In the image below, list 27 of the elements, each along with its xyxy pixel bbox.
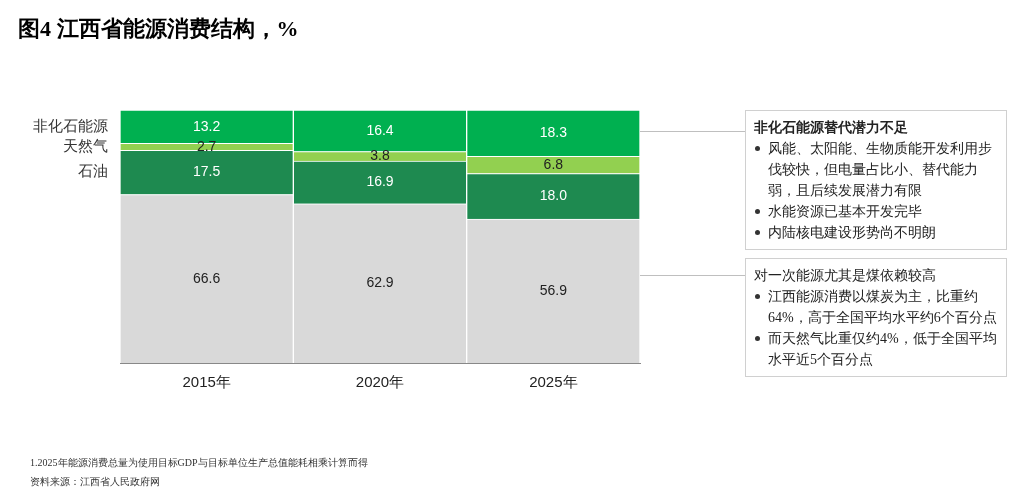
text: 非化石能源替代潜力不足 <box>754 119 909 137</box>
data-label: 16.4 <box>366 121 394 138</box>
x-tick-label: 2020年 <box>355 373 405 391</box>
text: 内陆核电建设形势尚不明朗 <box>767 224 937 242</box>
data-label: 56.9 <box>539 281 568 298</box>
data-label: 18.0 <box>539 187 568 204</box>
text: 资料来源：江西省人民政府网 <box>30 475 160 489</box>
data-label: 3.8 <box>370 147 390 164</box>
data-label: 18.3 <box>539 124 568 141</box>
text: 风能、太阳能、生物质能开发利用步伐较快，但电量占比小、替代能力弱，且后续发展潜力有限 <box>767 140 993 200</box>
x-tick-label: 2025年 <box>529 373 578 391</box>
data-label: 13.2 <box>193 117 221 134</box>
chart-title: 图4 江西省能源消费结构，% <box>18 15 299 43</box>
text: 江西能源消费以煤炭为主，比重约64%，高于全国平均水平约6个百分点 <box>767 288 998 327</box>
data-label: 17.5 <box>193 163 221 180</box>
data-label: 16.9 <box>366 173 394 190</box>
data-label: 62.9 <box>366 274 394 291</box>
data-label: 66.6 <box>193 269 221 286</box>
text: 1.2025年能源消费总量为使用目标GDP与目标单位生产总值能耗相乘计算而得 <box>30 456 368 470</box>
text: 对一次能源尤其是煤依赖较高 <box>754 267 937 285</box>
series-label: 天然气 <box>63 137 108 154</box>
text: 水能资源已基本开发完毕 <box>767 203 923 221</box>
text: 而天然气比重仅约4%，低于全国平均水平近5个百分点 <box>767 330 998 369</box>
data-label: 6.8 <box>543 155 564 172</box>
series-label: 非化石能源 <box>33 117 108 134</box>
x-tick-label: 2015年 <box>182 373 231 391</box>
series-label: 石油 <box>78 163 108 180</box>
